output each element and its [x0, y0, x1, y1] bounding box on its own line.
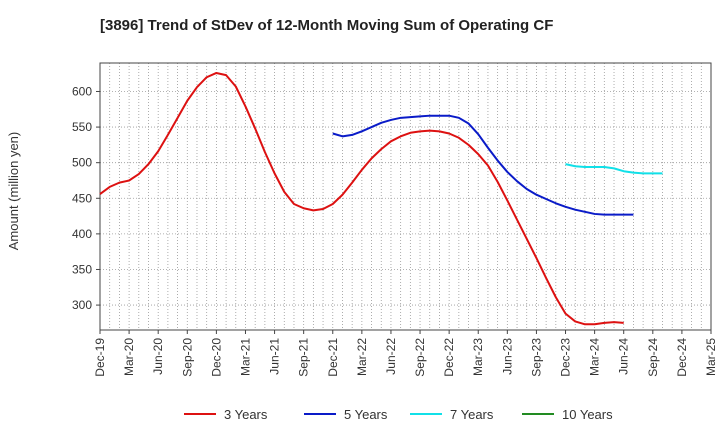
- legend: 3 Years 5 Years 7 Years 10 Years: [184, 407, 613, 422]
- x-tick-label: Mar-23: [471, 338, 485, 376]
- series-layer: [99, 71, 663, 326]
- x-tick-label: Dec-24: [675, 338, 689, 377]
- x-tick-label: Sep-22: [413, 338, 427, 377]
- x-tick-label: Dec-20: [209, 338, 223, 377]
- x-tick-label: Mar-20: [122, 338, 136, 376]
- y-tick-label: 500: [72, 156, 92, 170]
- y-tick-label: 300: [72, 298, 92, 312]
- x-tick-label: Dec-19: [93, 338, 107, 377]
- y-tick-label: 350: [72, 262, 92, 276]
- y-tick-label: 550: [72, 120, 92, 134]
- x-tick-label: Jun-22: [384, 338, 398, 375]
- y-tick-label: 400: [72, 227, 92, 241]
- x-tick-label: Dec-21: [326, 338, 340, 377]
- x-tick-label: Sep-23: [529, 338, 543, 377]
- legend-label-10-years: 10 Years: [562, 407, 613, 422]
- x-tick-label: Jun-24: [617, 338, 631, 375]
- x-tick-label: Sep-24: [646, 338, 660, 377]
- y-axis-ticks: 300 350 400 450 500 550 600: [72, 84, 100, 312]
- legend-label-5-years: 5 Years: [344, 407, 388, 422]
- x-axis-ticks: Dec-19 Mar-20 Jun-20 Sep-20 Dec-20 Mar-21 Jun-…: [93, 330, 718, 377]
- x-tick-label: Jun-20: [151, 338, 165, 375]
- x-tick-label: Mar-24: [588, 338, 602, 376]
- x-tick-label: Dec-23: [559, 338, 573, 377]
- x-tick-label: Mar-21: [238, 338, 252, 376]
- y-axis-label: Amount (million yen): [6, 132, 21, 251]
- x-tick-label: Mar-22: [355, 338, 369, 376]
- x-tick-label: Sep-21: [297, 338, 311, 377]
- legend-label-3-years: 3 Years: [224, 407, 268, 422]
- series-line-5-years: [332, 114, 634, 216]
- x-tick-label: Dec-22: [442, 338, 456, 377]
- chart-title: [3896] Trend of StDev of 12-Month Moving…: [100, 17, 553, 34]
- legend-label-7-years: 7 Years: [450, 407, 494, 422]
- x-tick-label: Jun-21: [268, 338, 282, 375]
- x-tick-label: Sep-20: [180, 338, 194, 377]
- series-line-7-years: [565, 163, 663, 175]
- x-tick-label: Jun-23: [500, 338, 514, 375]
- x-tick-label: Mar-25: [704, 338, 718, 376]
- y-tick-label: 600: [72, 84, 92, 98]
- grid: [100, 63, 711, 330]
- y-tick-label: 450: [72, 191, 92, 205]
- plot-frame: [99, 62, 712, 331]
- series-line-3-years: [99, 71, 624, 326]
